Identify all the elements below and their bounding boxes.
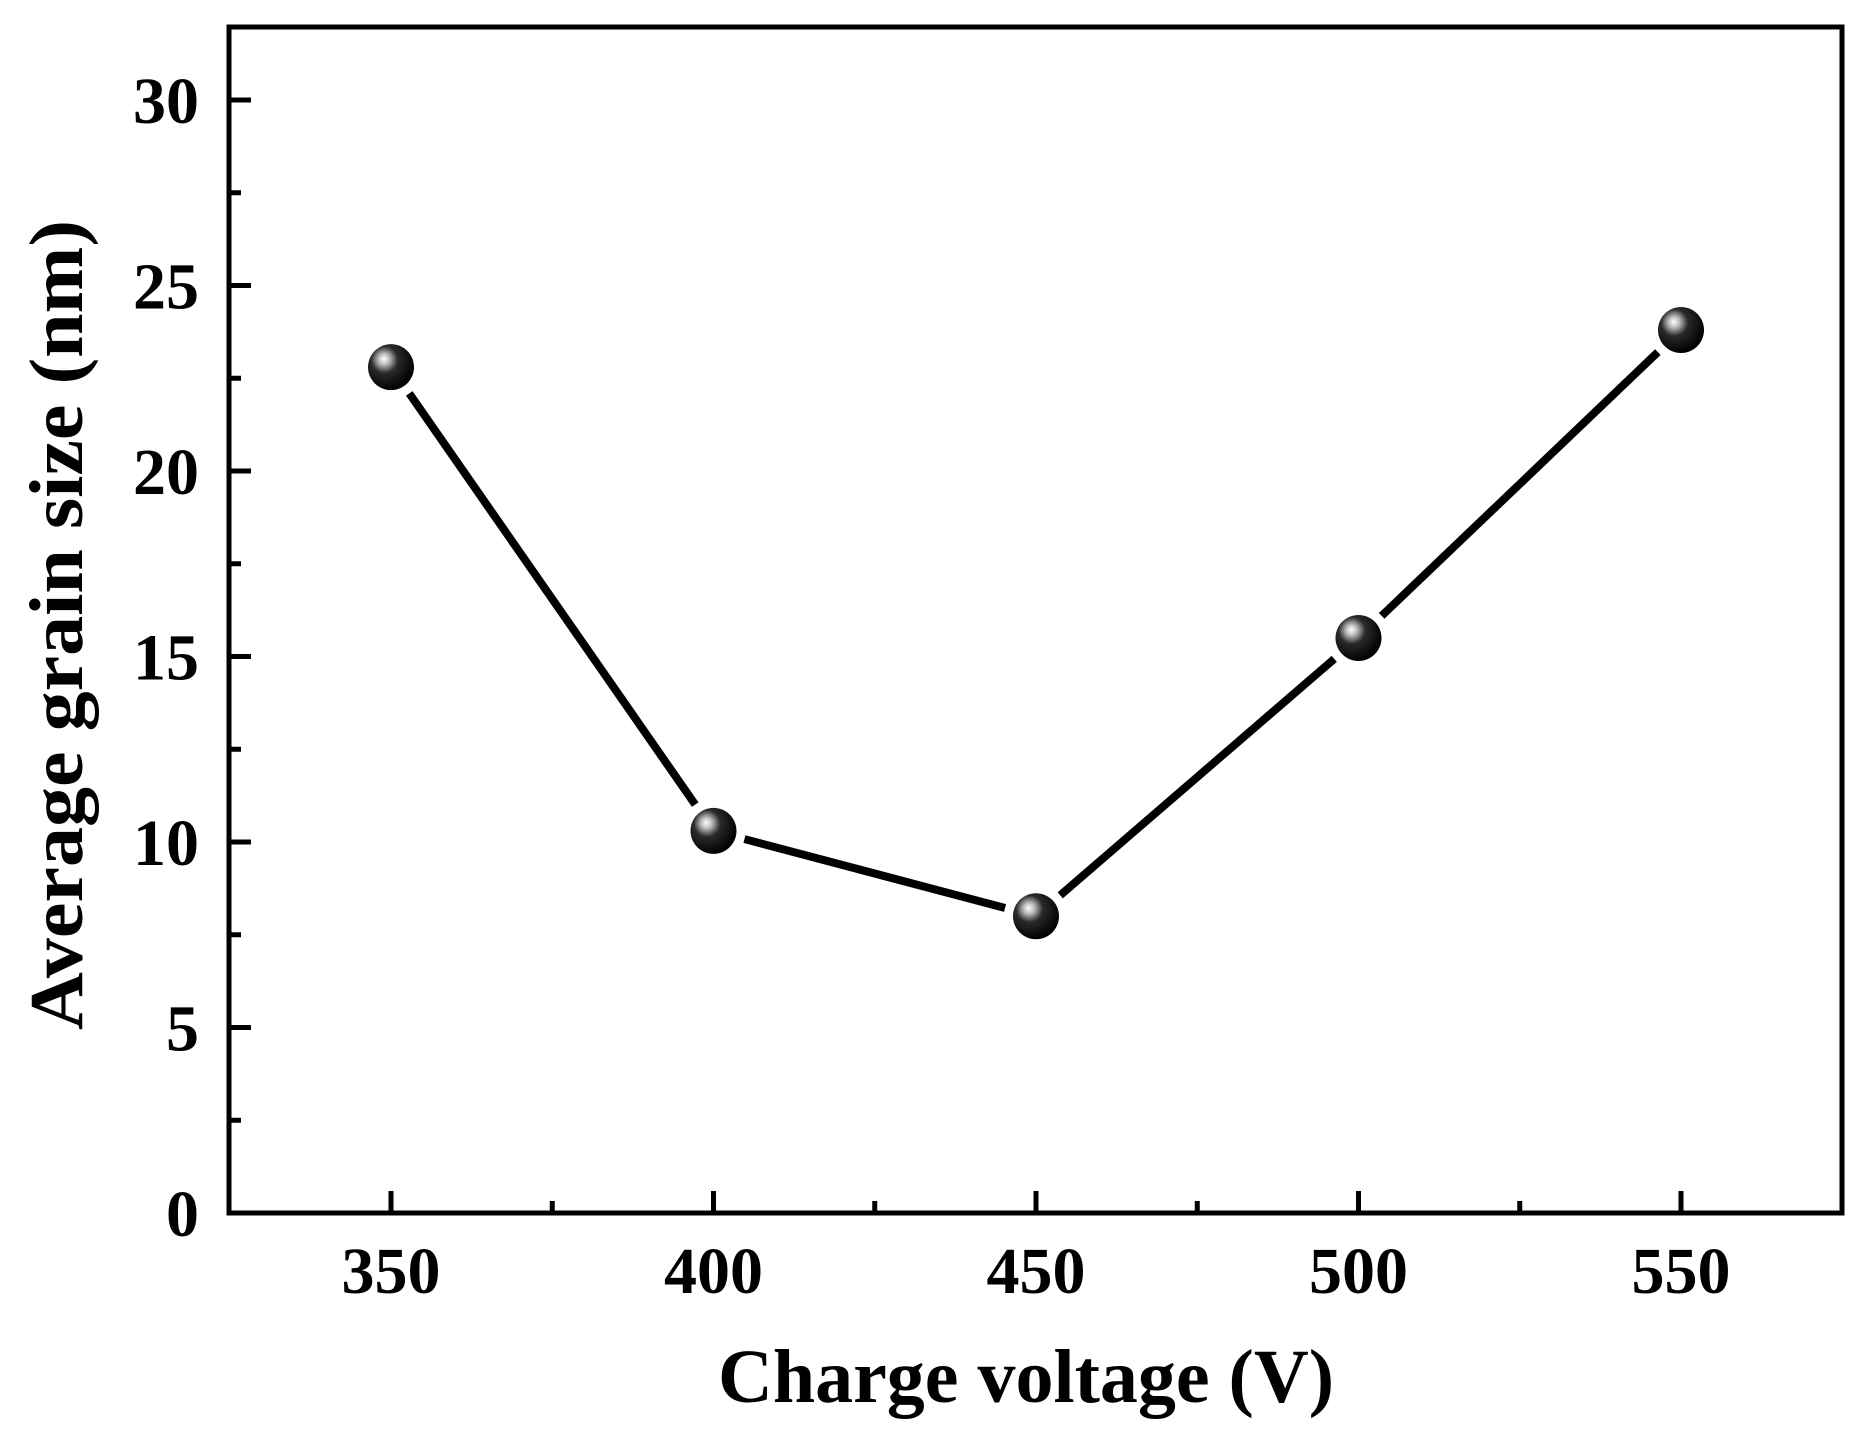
y-tick-label: 20 [133, 436, 199, 509]
data-point-marker [1013, 893, 1059, 940]
y-tick-label: 30 [133, 65, 199, 138]
x-axis-title: Charge voltage (V) [718, 1335, 1334, 1419]
y-tick-label: 25 [133, 251, 199, 324]
data-point-marker [368, 344, 414, 391]
x-tick-label: 350 [342, 1235, 441, 1308]
y-tick-label: 5 [166, 993, 199, 1066]
data-series [368, 307, 1704, 940]
y-axis-ticks: 0 5 10 15 20 25 30 [133, 65, 251, 1251]
data-point-marker [690, 807, 737, 854]
y-tick-label: 10 [133, 807, 199, 880]
data-point-marker [1658, 307, 1704, 354]
series-line-segment [405, 391, 699, 807]
x-tick-label: 500 [1309, 1235, 1408, 1308]
x-axis-ticks: 350 400 450 500 550 [342, 1191, 1731, 1308]
x-tick-label: 550 [1632, 1235, 1731, 1308]
x-tick-label: 400 [664, 1235, 763, 1308]
y-tick-label: 15 [133, 622, 199, 695]
y-axis-title: Average grain size (nm) [15, 220, 99, 1030]
y-tick-label: 0 [166, 1178, 199, 1251]
series-line-segment [1057, 655, 1337, 899]
data-point-marker [1335, 614, 1382, 661]
x-tick-label: 450 [987, 1235, 1086, 1308]
series-line-segment [743, 835, 1007, 912]
series-line-segment [1378, 349, 1661, 619]
